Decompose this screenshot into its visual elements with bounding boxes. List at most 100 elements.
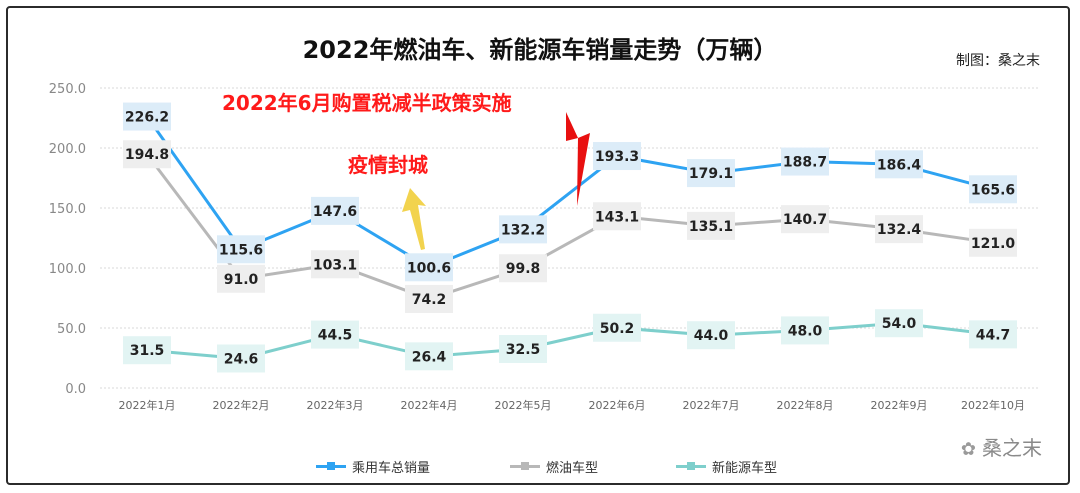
data-label-box [123, 336, 171, 365]
data-label-box [311, 320, 359, 349]
data-label: 135.1 [689, 219, 733, 235]
annotation-lockdown: 疫情封城 [348, 153, 428, 177]
data-label-box [311, 250, 359, 279]
data-label: 165.6 [971, 182, 1015, 198]
legend-item: 乘用车总销量 [316, 457, 430, 476]
annotation-policy: 2022年6月购置税减半政策实施 [222, 91, 512, 115]
x-tick-label: 2022年9月 [871, 398, 928, 412]
data-label: 226.2 [125, 110, 169, 126]
data-label-box [405, 253, 453, 282]
data-label: 121.0 [971, 236, 1016, 252]
data-label: 26.4 [412, 349, 447, 365]
data-label: 31.5 [130, 343, 165, 359]
data-label-box [311, 196, 359, 225]
x-tick-label: 2022年10月 [961, 398, 1025, 412]
chart-frame [6, 6, 1070, 485]
data-label-box [217, 344, 265, 373]
legend-swatch [510, 462, 540, 470]
y-tick-label: 150.0 [49, 202, 86, 217]
data-label-box [123, 140, 171, 169]
data-label-box [499, 254, 547, 283]
x-tick-label: 2022年6月 [589, 398, 646, 412]
y-tick-label: 50.0 [57, 322, 86, 337]
data-label: 132.4 [877, 222, 922, 238]
legend: 乘用车总销量 燃油车型 新能源车型 [0, 457, 1080, 477]
data-label: 50.2 [600, 321, 635, 337]
data-label: 140.7 [783, 212, 827, 228]
data-label-box [969, 320, 1017, 349]
legend-item: 新能源车型 [676, 457, 777, 476]
x-tick-label: 2022年3月 [307, 398, 364, 412]
credit-label: 制图：桑之末 [956, 53, 1040, 69]
data-label: 44.7 [976, 327, 1011, 343]
data-label: 44.5 [318, 328, 353, 344]
data-label: 103.1 [313, 257, 357, 273]
data-label: 44.0 [694, 328, 729, 344]
data-label: 147.6 [313, 204, 357, 220]
legend-label: 乘用车总销量 [352, 461, 431, 476]
annotation-arrow-yellow [402, 188, 426, 250]
y-tick-label: 100.0 [49, 262, 86, 277]
annotation-arrow-red [566, 112, 590, 206]
data-label-box [593, 202, 641, 231]
data-label: 194.8 [125, 147, 169, 163]
data-label-box [781, 147, 829, 176]
wechat-icon: ✿ [960, 439, 976, 460]
x-tick-label: 2022年4月 [401, 398, 458, 412]
data-label-box [217, 235, 265, 264]
legend-marker [521, 462, 529, 470]
data-label-box [687, 211, 735, 240]
data-label-box [405, 284, 453, 313]
series-line [145, 153, 994, 301]
data-label: 193.3 [595, 149, 639, 165]
x-tick-label: 2022年8月 [777, 398, 834, 412]
data-label-box [875, 215, 923, 244]
legend-marker [687, 462, 695, 470]
data-label: 91.0 [224, 272, 259, 288]
y-tick-label: 0.0 [65, 382, 86, 397]
data-label-box [123, 102, 171, 131]
data-label: 99.8 [506, 261, 541, 277]
data-label-box [781, 316, 829, 345]
data-label: 100.6 [407, 260, 451, 276]
x-tick-label: 2022年5月 [495, 398, 552, 412]
x-tick-label: 2022年1月 [119, 398, 176, 412]
data-label-box [875, 150, 923, 179]
data-label: 188.7 [783, 155, 827, 171]
series-line [145, 115, 994, 269]
data-label: 74.2 [412, 292, 447, 308]
watermark-text: 桑之末 [982, 436, 1042, 460]
y-tick-label: 250.0 [49, 82, 86, 97]
data-label-box [781, 205, 829, 234]
data-label: 24.6 [224, 351, 259, 367]
data-label: 143.1 [595, 209, 639, 225]
data-label: 179.1 [689, 166, 733, 182]
data-label-box [499, 215, 547, 244]
data-label: 32.5 [506, 342, 541, 358]
data-label-box [499, 335, 547, 363]
chart-title: 2022年燃油车、新能源车销量走势（万辆） [302, 36, 778, 64]
data-label-box [875, 309, 923, 338]
legend-label: 燃油车型 [546, 461, 599, 476]
legend-item: 燃油车型 [510, 457, 598, 476]
legend-marker [327, 462, 335, 470]
watermark: ✿ 桑之末 [961, 432, 1042, 461]
data-label: 132.2 [501, 222, 545, 238]
data-label: 48.0 [788, 323, 823, 339]
legend-swatch [316, 462, 346, 470]
y-tick-label: 200.0 [49, 142, 86, 157]
x-tick-label: 2022年2月 [213, 398, 270, 412]
x-tick-label: 2022年7月 [683, 398, 740, 412]
data-label-box [405, 342, 453, 371]
data-label-box [593, 313, 641, 342]
data-label-box [687, 321, 735, 350]
data-label: 186.4 [877, 157, 922, 173]
data-label-box [687, 159, 735, 188]
data-label: 54.0 [882, 316, 917, 332]
data-label-box [593, 142, 641, 171]
data-label-box [969, 175, 1017, 204]
series-line [146, 321, 994, 360]
data-label-box [969, 228, 1017, 257]
data-label: 115.6 [219, 242, 263, 258]
